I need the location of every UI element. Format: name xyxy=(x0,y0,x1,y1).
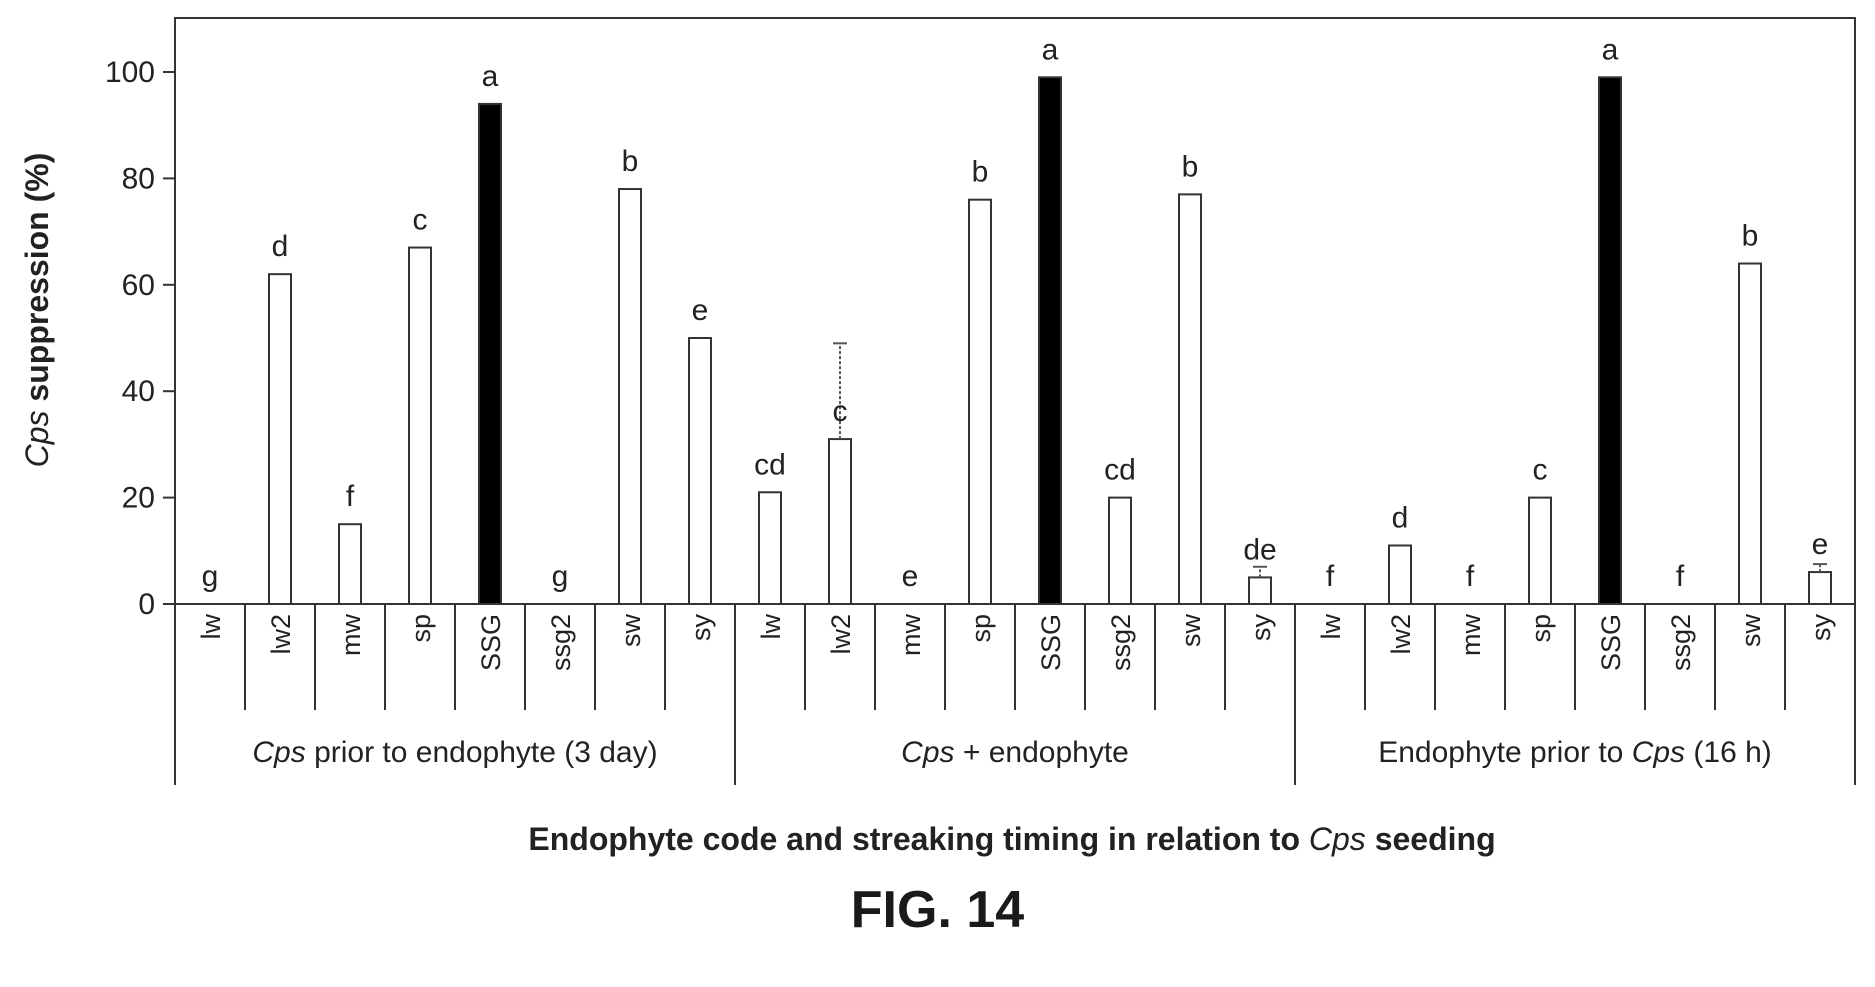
bar-sw-2 xyxy=(1178,193,1202,606)
bar-SSG-1 xyxy=(478,102,502,605)
category-label: ssg2 xyxy=(546,614,576,671)
bar-sw-3 xyxy=(1738,262,1762,605)
category-label: sw xyxy=(616,614,646,648)
group-label-part: prior to endophyte (3 day) xyxy=(306,736,658,769)
significance-letter: f xyxy=(346,480,355,513)
significance-letter: f xyxy=(1326,560,1335,593)
x-axis-title: Endophyte code and streaking timing in r… xyxy=(528,821,1495,857)
bar-sp-2 xyxy=(968,198,992,605)
significance-letter: d xyxy=(272,230,289,263)
category-label: SSG xyxy=(1036,614,1066,671)
group-label-part: Endophyte prior to xyxy=(1378,736,1632,769)
significance-letter: g xyxy=(202,560,219,593)
significance-letter: e xyxy=(1812,528,1829,561)
x-axis-title-italic: Cps xyxy=(1309,821,1366,857)
significance-letter: f xyxy=(1676,560,1685,593)
category-label: lw xyxy=(756,614,786,640)
category-label: sp xyxy=(406,614,436,643)
figure-caption: FIG. 14 xyxy=(850,881,1025,939)
bar-sp-1 xyxy=(408,246,432,605)
y-axis-title-rest: suppression (%) xyxy=(19,153,55,411)
significance-letter: b xyxy=(622,145,639,178)
bar-ssg2-2 xyxy=(1108,496,1132,606)
group-labels: Cps prior to endophyte (3 day) Cps + endo… xyxy=(174,604,1856,785)
significance-letter: a xyxy=(1042,33,1059,66)
category-label: mw xyxy=(1456,614,1486,656)
y-tick-label: 60 xyxy=(122,269,155,302)
category-label: lw xyxy=(1316,614,1346,640)
y-axis-title: Cps suppression (%) xyxy=(19,153,55,468)
bar-SSG-3 xyxy=(1598,76,1622,605)
significance-letter: e xyxy=(902,560,919,593)
category-label: SSG xyxy=(476,614,506,671)
bar-sp-3 xyxy=(1528,496,1552,606)
category-label: mw xyxy=(896,614,926,656)
category-label: lw2 xyxy=(1386,614,1416,655)
category-label: mw xyxy=(336,614,366,656)
category-label: ssg2 xyxy=(1666,614,1696,671)
significance-letter: b xyxy=(1742,220,1759,253)
significance-letter: b xyxy=(972,156,989,189)
category-label: SSG xyxy=(1596,614,1626,671)
category-label: ssg2 xyxy=(1106,614,1136,671)
group-label-italic: Cps xyxy=(901,736,954,769)
bar-lw2-3 xyxy=(1388,544,1412,605)
category-label: lw2 xyxy=(826,614,856,655)
significance-letter: c xyxy=(833,395,848,428)
bar-sy-1 xyxy=(688,337,712,605)
category-label: sy xyxy=(686,614,716,642)
x-axis-title-after: seeding xyxy=(1366,821,1496,857)
y-tick-label: 20 xyxy=(122,482,155,515)
category-labels: lw lw2 mw sp SSG ssg2 sw sy lw lw2 mw sp SSG ssg2 sw sy… xyxy=(196,604,1836,710)
category-label: lw xyxy=(196,614,226,640)
significance-letter: a xyxy=(1602,33,1619,66)
significance-letter: d xyxy=(1392,501,1409,534)
significance-letter: e xyxy=(692,294,709,327)
bar-lw2-2 xyxy=(828,438,852,605)
group-label-part: (16 h) xyxy=(1685,736,1772,769)
group-label: Endophyte prior to Cps (16 h) xyxy=(1378,736,1772,769)
y-tick-label: 80 xyxy=(122,162,155,195)
bar-sy-2 xyxy=(1248,576,1272,606)
group-label-italic: Cps xyxy=(252,736,305,769)
y-tick-label: 100 xyxy=(105,56,155,89)
category-label: sp xyxy=(966,614,996,643)
x-axis-title-before: Endophyte code and streaking timing in r… xyxy=(528,821,1309,857)
significance-letter: c xyxy=(413,204,428,237)
bar-sy-3 xyxy=(1808,571,1832,606)
y-tick-label: 0 xyxy=(138,588,155,621)
bar-mw-1 xyxy=(338,523,362,606)
bar-lw-2 xyxy=(758,491,782,605)
bar-SSG-2 xyxy=(1038,76,1062,605)
category-label: sw xyxy=(1176,614,1206,648)
significance-letter: c xyxy=(1533,454,1548,487)
category-label: sy xyxy=(1246,614,1276,642)
bar-lw2-1 xyxy=(268,273,292,605)
y-axis: 0 20 40 60 80 100 xyxy=(105,56,175,621)
y-tick-label: 40 xyxy=(122,375,155,408)
group-label: Cps + endophyte xyxy=(901,736,1129,769)
significance-letter: b xyxy=(1182,150,1199,183)
group-label-part: + endophyte xyxy=(955,736,1129,769)
group-label-italic: Cps xyxy=(1632,736,1685,769)
bar-chart: 0 20 40 60 80 100 g d f c a g b e cd c e b a cd b de f d f c a f b e… xyxy=(19,17,1856,857)
category-label: sy xyxy=(1806,614,1836,642)
significance-letter: de xyxy=(1243,533,1276,566)
bars: g d f c a g b e cd c e b a cd b de f d f c a f b e xyxy=(202,33,1832,606)
category-label: sw xyxy=(1736,614,1766,648)
significance-letter: cd xyxy=(1104,454,1136,487)
category-label: sp xyxy=(1526,614,1556,643)
significance-letter: a xyxy=(482,60,499,93)
significance-letter: cd xyxy=(754,448,786,481)
significance-letter: g xyxy=(552,560,569,593)
significance-letter: f xyxy=(1466,560,1475,593)
bar-sw-1 xyxy=(618,188,642,605)
category-label: lw2 xyxy=(266,614,296,655)
y-axis-title-italic: Cps xyxy=(19,410,55,467)
group-label: Cps prior to endophyte (3 day) xyxy=(252,736,657,769)
